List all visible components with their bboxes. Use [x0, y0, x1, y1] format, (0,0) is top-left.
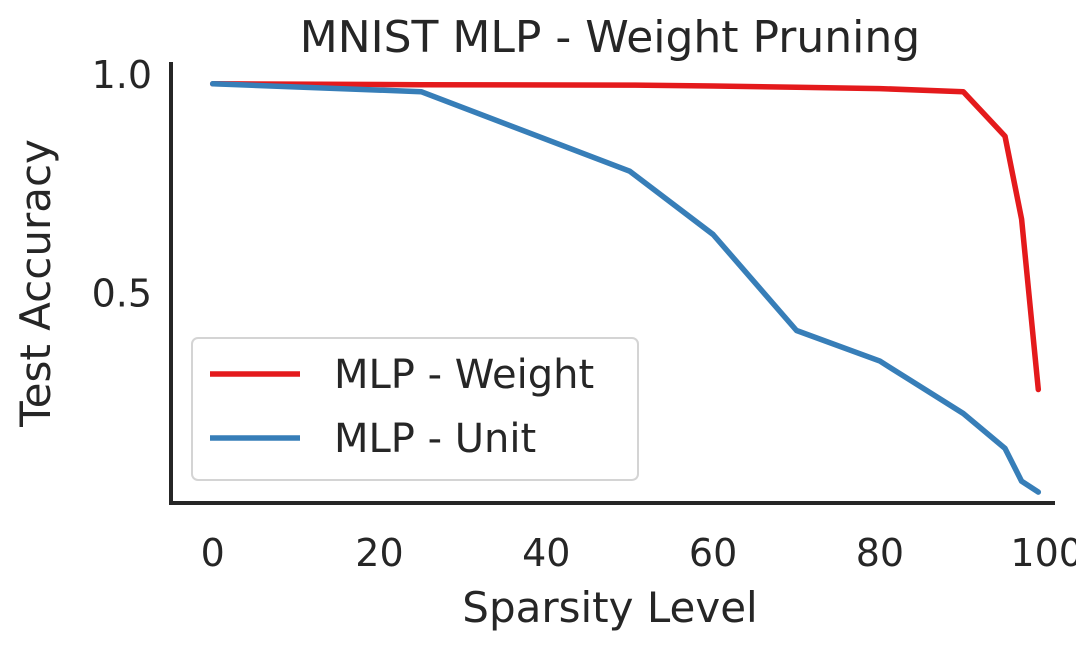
- x-axis-label: Sparsity Level: [462, 583, 757, 632]
- x-tick-label: 0: [201, 531, 225, 575]
- legend: MLP - Weight MLP - Unit: [191, 337, 639, 481]
- x-tick-label: 40: [522, 531, 570, 575]
- series-line-mlp-unit: [209, 81, 1042, 495]
- x-tick-label: 20: [355, 531, 403, 575]
- legend-label: MLP - Unit: [334, 416, 536, 462]
- y-tick-label: 1.0: [92, 53, 152, 97]
- x-tick-label: 80: [856, 531, 904, 575]
- x-tick-label: 100: [1010, 531, 1076, 575]
- y-tick-label: 0.5: [92, 271, 152, 315]
- axes: [169, 62, 1055, 505]
- series-line-mlp-weight: [209, 81, 1042, 393]
- y-axis-label: Test Accuracy: [11, 139, 60, 428]
- chart-title: MNIST MLP - Weight Pruning: [300, 12, 920, 63]
- series-lines: [209, 81, 1042, 495]
- tick-labels: 0 20 40 60 80 100 0.5 1.0: [92, 53, 1076, 575]
- x-tick-label: 60: [689, 531, 737, 575]
- legend-label: MLP - Weight: [334, 352, 594, 398]
- legend-box: [191, 337, 639, 481]
